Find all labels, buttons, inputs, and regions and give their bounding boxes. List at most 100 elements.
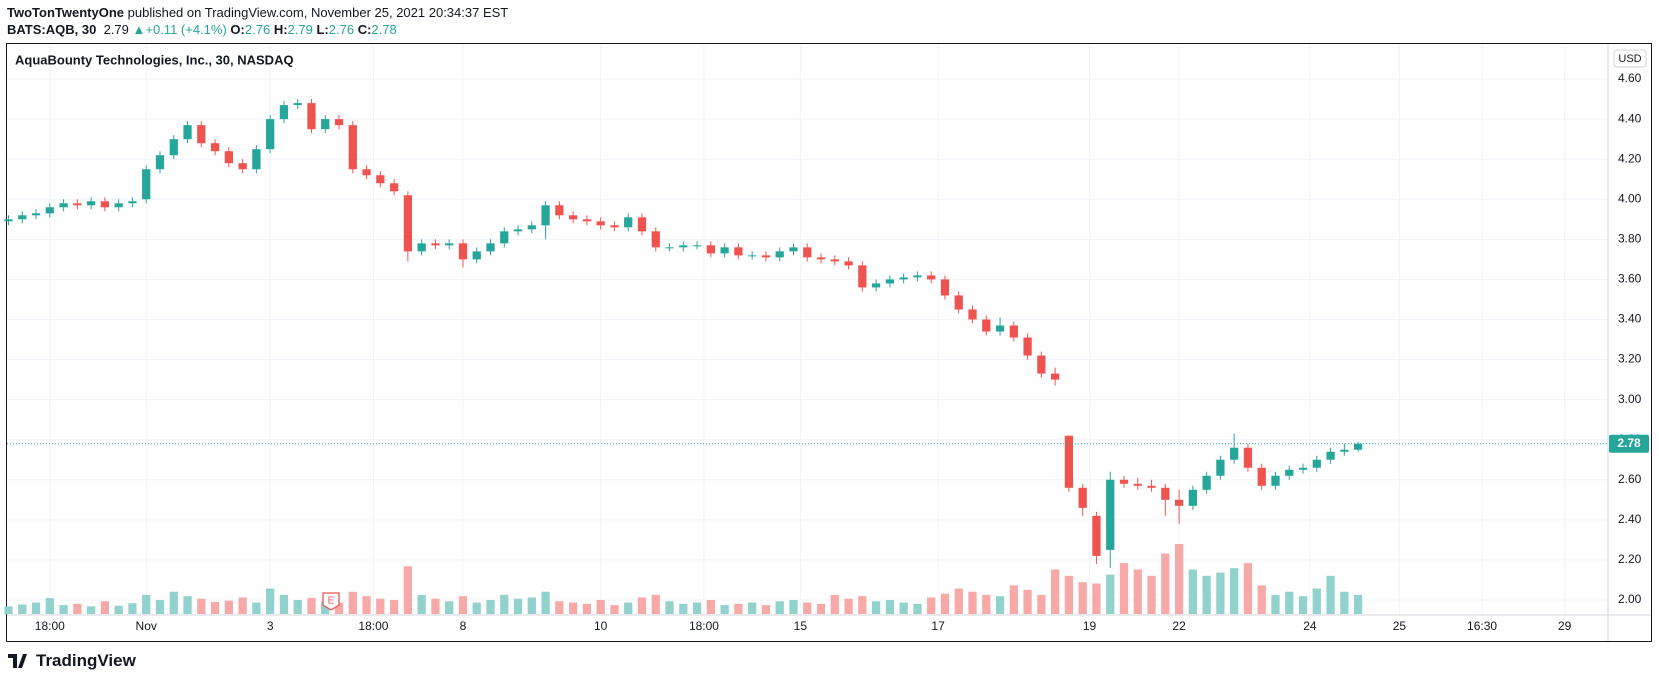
candle-body xyxy=(197,125,206,144)
candle-body xyxy=(569,215,578,220)
volume-bar xyxy=(1064,575,1074,614)
volume-bar xyxy=(596,600,605,614)
legend-line: BATS:AQB, 30 2.79 ▲+0.11 (+4.1%) O:2.76 … xyxy=(7,21,508,38)
candle-body xyxy=(1353,443,1363,450)
last: 2.79 xyxy=(103,22,129,37)
volume-bar xyxy=(86,606,96,614)
volume-bar xyxy=(73,603,82,614)
candle-body xyxy=(224,151,233,164)
candle-body xyxy=(968,309,977,320)
volume-bar xyxy=(775,601,784,614)
volume-bar xyxy=(1298,596,1308,614)
currency-label: USD xyxy=(1618,53,1641,65)
candle-body xyxy=(293,103,302,106)
volume-bar xyxy=(417,594,426,614)
candle-body xyxy=(1078,487,1087,508)
volume-bar xyxy=(582,603,592,614)
volume-bar xyxy=(940,593,950,614)
candle-body xyxy=(169,139,178,156)
candle-body xyxy=(279,105,289,120)
chart-title: AquaBounty Technologies, Inc., 30, NASDA… xyxy=(15,52,294,67)
volume-bar xyxy=(431,598,440,614)
volume-bar xyxy=(1312,588,1321,614)
x-tick-label: 17 xyxy=(931,619,945,633)
candle-body xyxy=(1092,515,1101,556)
volume-bar xyxy=(527,597,536,614)
volume-bar xyxy=(1009,585,1018,614)
volume-bar xyxy=(45,598,54,614)
volume-bar xyxy=(500,594,509,614)
candle-body xyxy=(816,257,826,260)
volume-bar xyxy=(224,600,233,614)
x-tick-label: 8 xyxy=(460,619,467,633)
plot xyxy=(4,99,1608,614)
candle-body xyxy=(527,225,536,230)
x-tick-label: 16:30 xyxy=(1467,619,1497,633)
candle-body xyxy=(830,259,839,262)
candle-body xyxy=(1298,467,1308,470)
candle-body xyxy=(1023,337,1032,356)
candle-body xyxy=(362,169,371,176)
candle-body xyxy=(1271,475,1280,486)
volume-bar xyxy=(844,598,853,614)
volume-bar xyxy=(197,598,206,614)
volume-bar xyxy=(803,602,812,614)
x-tick-label: 19 xyxy=(1083,619,1097,633)
candle-body xyxy=(858,265,867,288)
candle-body xyxy=(665,247,674,249)
volume-bar xyxy=(321,601,330,614)
candle-body xyxy=(1037,355,1046,374)
candle-body xyxy=(183,125,192,140)
candle-body xyxy=(1147,485,1156,488)
candle-body xyxy=(389,183,399,192)
candle-body xyxy=(73,203,82,206)
y-tick-label: 3.80 xyxy=(1618,232,1642,246)
candle-body xyxy=(142,169,151,200)
candle-body xyxy=(940,279,950,296)
x-tick-label: 25 xyxy=(1393,619,1407,633)
volume-bar xyxy=(830,594,839,614)
volume-bar xyxy=(59,605,68,614)
volume-bar xyxy=(307,598,316,614)
volume-bar xyxy=(31,602,41,614)
candle-body xyxy=(128,201,137,204)
volume-bar xyxy=(858,596,867,614)
volume-bar xyxy=(4,606,13,614)
candle-body xyxy=(748,255,757,257)
volume-bar xyxy=(885,600,895,614)
header: TwoTonTwentyOne published on TradingView… xyxy=(7,4,508,38)
x-tick-label: 18:00 xyxy=(689,619,719,633)
volume-bar xyxy=(1326,575,1335,614)
candle-body xyxy=(610,225,619,228)
candle-body xyxy=(803,247,812,258)
candle-body xyxy=(692,245,702,247)
volume-bar xyxy=(761,605,771,614)
l-label: L: xyxy=(316,22,329,37)
volume-bar xyxy=(982,594,991,614)
volume-bar xyxy=(954,588,963,614)
volume-bar xyxy=(1078,582,1087,614)
volume-bar xyxy=(362,596,371,614)
publish-line: TwoTonTwentyOne published on TradingView… xyxy=(7,4,508,21)
volume-bar xyxy=(1340,591,1349,614)
candle-body xyxy=(500,231,509,244)
volume-bar xyxy=(1285,591,1294,614)
candle-body xyxy=(403,195,413,252)
volume-bar xyxy=(169,591,178,614)
candle-body xyxy=(706,245,715,254)
candle-body xyxy=(114,203,123,208)
volume-bar xyxy=(293,600,302,614)
candle-body xyxy=(417,243,426,252)
x-tick-label: 18:00 xyxy=(358,619,388,633)
candle-body xyxy=(734,247,743,256)
candle-body xyxy=(4,219,13,222)
volume-bar xyxy=(142,594,151,614)
candle-body xyxy=(445,243,454,246)
candle-body xyxy=(1161,487,1170,500)
volume-bar xyxy=(472,602,481,614)
candle-body xyxy=(472,251,481,260)
candle-body xyxy=(458,243,468,260)
volume-bar xyxy=(114,605,123,614)
candle-body xyxy=(513,229,523,232)
chart-frame xyxy=(6,43,1652,642)
